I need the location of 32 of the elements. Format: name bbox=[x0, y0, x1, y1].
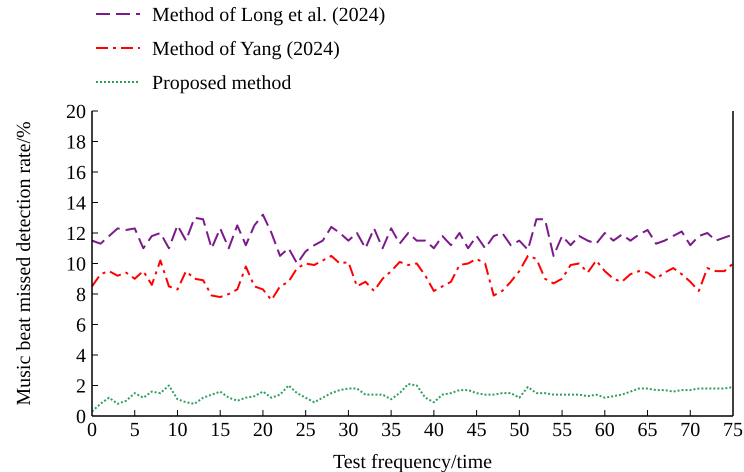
y-tick-label: 4 bbox=[76, 345, 86, 367]
y-tick-label: 2 bbox=[76, 376, 86, 398]
y-tick-label: 20 bbox=[66, 101, 86, 123]
x-tick-label: 65 bbox=[638, 419, 658, 441]
x-tick-label: 25 bbox=[296, 419, 316, 441]
x-tick-label: 5 bbox=[130, 419, 140, 441]
x-tick-label: 15 bbox=[210, 419, 230, 441]
y-axis-title: Music beat missed detection rate/% bbox=[13, 121, 35, 406]
legend-label: Proposed method bbox=[152, 72, 292, 94]
legend-label: Method of Yang (2024) bbox=[152, 38, 340, 60]
y-tick-label: 8 bbox=[76, 284, 86, 306]
y-tick-label: 10 bbox=[66, 254, 86, 276]
line-series bbox=[91, 254, 734, 302]
y-tick-label: 18 bbox=[66, 132, 86, 154]
y-tick-label: 14 bbox=[66, 192, 86, 214]
x-tick-label: 20 bbox=[252, 419, 273, 441]
x-tick-label: 75 bbox=[723, 419, 743, 441]
legend-label: Method of Long et al. (2024) bbox=[152, 4, 386, 26]
y-tick-label: 16 bbox=[66, 162, 86, 184]
y-tick-label: 6 bbox=[76, 314, 86, 336]
x-tick-label: 35 bbox=[381, 419, 402, 441]
x-tick-label: 50 bbox=[509, 419, 530, 441]
x-axis-title: Test frequency/time bbox=[332, 451, 492, 472]
x-tick-label: 45 bbox=[466, 419, 487, 441]
x-tick-label: 30 bbox=[338, 419, 358, 441]
x-tick-label: 40 bbox=[424, 419, 444, 441]
x-tick-label: 55 bbox=[552, 419, 572, 441]
x-tick-label: 70 bbox=[680, 419, 700, 441]
line-series bbox=[91, 382, 734, 412]
x-tick-label: 10 bbox=[167, 419, 188, 441]
y-tick-label: 12 bbox=[66, 223, 86, 245]
x-tick-label: 60 bbox=[594, 419, 615, 441]
